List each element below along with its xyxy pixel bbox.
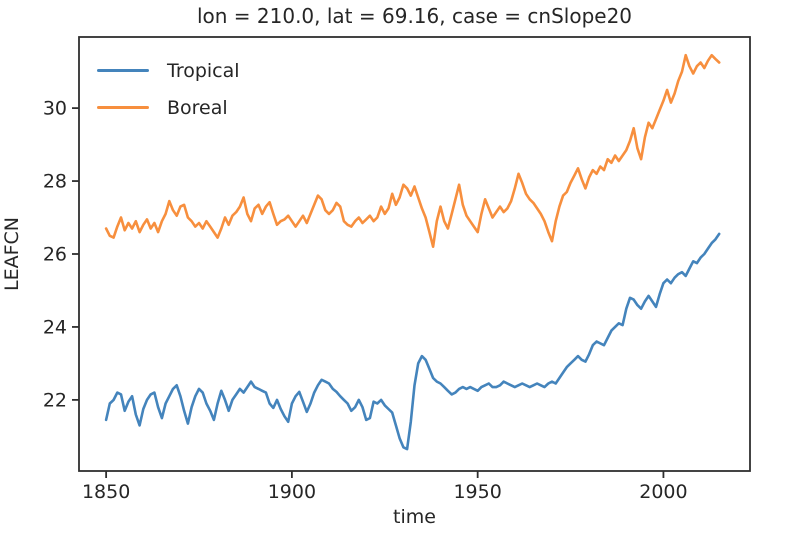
legend-line-boreal-icon <box>97 105 149 110</box>
x-tick-label: 2000 <box>639 481 687 503</box>
legend-label-tropical: Tropical <box>167 59 240 82</box>
x-tick-label: 1900 <box>268 481 316 503</box>
y-tick-label: 22 <box>43 389 67 411</box>
y-tick-label: 26 <box>43 244 67 266</box>
y-tick-label: 24 <box>43 316 67 338</box>
y-axis-label: LEAFCN <box>1 217 23 291</box>
legend-item-tropical: Tropical <box>97 52 240 89</box>
chart-title: lon = 210.0, lat = 69.16, case = cnSlope… <box>196 4 633 28</box>
series-line-tropical <box>104 232 721 451</box>
y-tick-label: 30 <box>43 98 67 120</box>
legend: Tropical Boreal <box>97 52 240 126</box>
x-tick-label: 1850 <box>82 481 130 503</box>
legend-item-boreal: Boreal <box>97 89 240 126</box>
x-axis-label: time <box>393 506 436 528</box>
y-tick-label: 28 <box>43 171 67 193</box>
series-line-boreal <box>104 53 721 248</box>
x-tick-label: 1950 <box>453 481 501 503</box>
legend-line-tropical-icon <box>97 68 149 73</box>
legend-label-boreal: Boreal <box>167 96 228 119</box>
